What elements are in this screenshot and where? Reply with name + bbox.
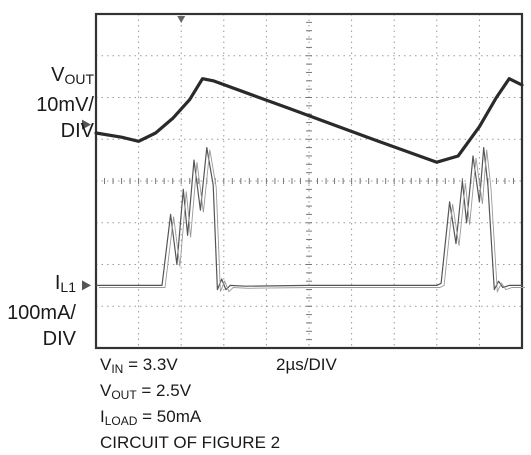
trigger-marker [177,16,186,23]
condition-vout: VOUT = 2.5V [100,381,192,402]
operating-conditions: VIN = 3.3V VOUT = 2.5V ILOAD = 50mA CIRC… [100,354,280,453]
condition-iload: ILOAD = 50mA [100,407,202,428]
il1-trace-edge [99,149,525,294]
vout-axis-label: VOUT 10mV/ DIV [36,64,94,142]
channel-markers [82,16,186,291]
channel-marker [82,119,91,130]
condition-circuit: CIRCUIT OF FIGURE 2 [100,433,281,452]
time-scale-label: 2µs/DIV [276,355,337,374]
traces [94,77,525,294]
il1-axis-label: IL1 100mA/ DIV [7,272,76,350]
plot-frame [94,12,524,350]
condition-vin: VIN = 3.3V [100,355,178,376]
grid [95,13,523,349]
il1-trace [95,147,523,291]
channel-marker [82,280,91,291]
vout-trace [94,77,524,164]
